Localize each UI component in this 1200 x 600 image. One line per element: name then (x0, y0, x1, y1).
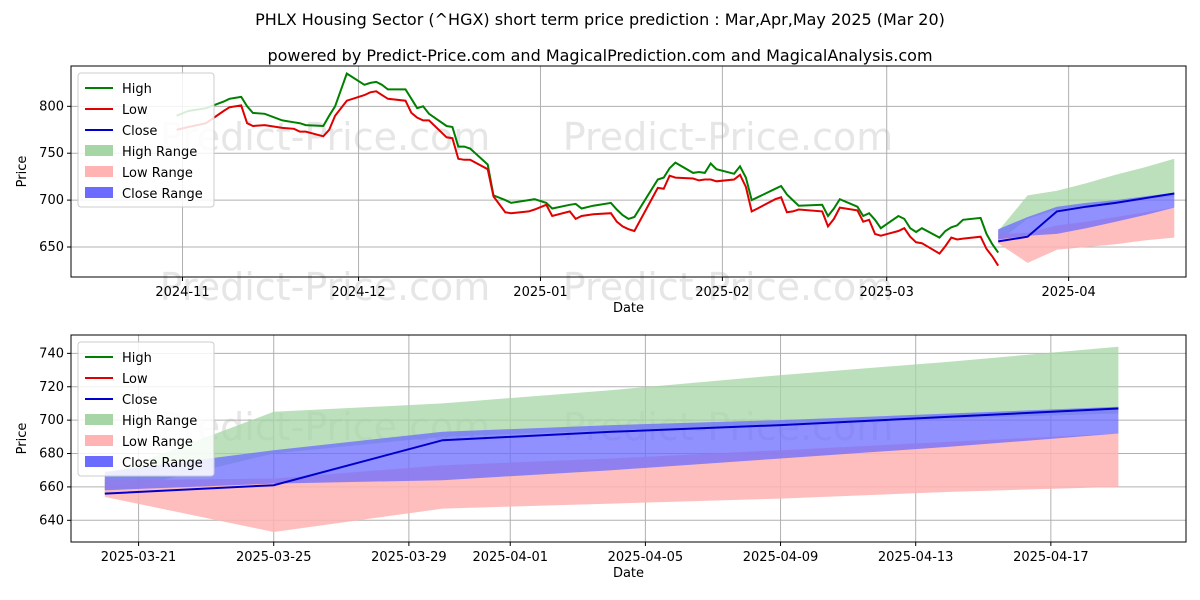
x-tick-label: 2024-11 (155, 285, 209, 300)
low-range-band (998, 207, 1175, 263)
chart-panel-1: Predict-Price.com Predict-Price.com Predic… (15, 65, 1187, 316)
x-tick-label: 2025-03 (860, 285, 914, 300)
plot-area (176, 71, 1175, 267)
close-forecast-line (998, 192, 1175, 243)
legend-label: Close Range (122, 187, 203, 202)
legend-label: High (122, 351, 152, 366)
x-tick-label: 2025-03-25 (236, 550, 312, 565)
legend-swatch-close-range (85, 456, 113, 467)
legend-label: Low Range (122, 166, 193, 181)
legend-label: Low (122, 372, 148, 387)
x-tick-label: 2025-03-21 (101, 550, 177, 565)
watermark-text: Predict-Price.com (160, 265, 491, 309)
high-range-band (998, 158, 1175, 242)
legend-swatch-low-range (85, 166, 113, 177)
low-range-band (104, 433, 1119, 532)
watermark-text: Predict-Price.com (563, 115, 894, 159)
y-tick-label: 740 (39, 346, 64, 361)
low-series-line (176, 90, 1000, 267)
x-tick-label: 2025-04-13 (878, 550, 954, 565)
y-tick-label: 720 (39, 380, 64, 395)
axes-frame (70, 334, 1187, 543)
legend-swatch-high-range (85, 145, 113, 156)
y-tick-label: 660 (39, 480, 64, 495)
chart-title: PHLX Housing Sector (^HGX) short term pr… (255, 10, 945, 29)
x-tick-label: 2024-12 (331, 285, 385, 300)
legend: High Low Close High Range Low Range Close Ran… (77, 72, 215, 208)
x-tick-label: 2025-04-05 (608, 550, 684, 565)
legend-label: Low (122, 103, 148, 118)
x-tick-label: 2025-02 (695, 285, 749, 300)
high-series-line (176, 71, 1000, 254)
legend-label: Close Range (122, 456, 203, 471)
x-tick-label: 2025-04 (1041, 285, 1095, 300)
y-axis-label: Price (15, 156, 30, 188)
legend-label: Close (122, 124, 157, 139)
legend-swatch-close-range (85, 187, 113, 198)
y-tick-label: 680 (39, 447, 64, 462)
plot-area (104, 346, 1119, 532)
legend-swatch-high-range (85, 414, 113, 425)
legend: High Low Close High Range Low Range Close Ran… (77, 341, 215, 477)
close-forecast-line (104, 407, 1119, 495)
y-tick-label: 700 (39, 193, 64, 208)
y-tick-label: 640 (39, 513, 64, 528)
x-axis-label: Date (613, 566, 644, 581)
legend-label: High (122, 82, 152, 97)
x-tick-label: 2025-03-29 (371, 550, 447, 565)
x-tick-label: 2025-04-09 (743, 550, 819, 565)
x-tick-label: 2025-04-01 (472, 550, 548, 565)
watermark-text: Predict-Price.com (563, 265, 894, 309)
close-range-band (998, 192, 1175, 240)
high-range-band (104, 346, 1119, 494)
y-axis-label: Price (15, 423, 30, 455)
y-tick-label: 650 (39, 240, 64, 255)
legend-label: Close (122, 393, 157, 408)
y-tick-label: 800 (39, 99, 64, 114)
y-tick-label: 750 (39, 146, 64, 161)
legend-label: Low Range (122, 435, 193, 450)
legend-swatch-low-range (85, 435, 113, 446)
x-tick-label: 2025-01 (513, 285, 567, 300)
y-tick-label: 700 (39, 413, 64, 428)
axes-frame (70, 65, 1187, 278)
chart-panel-2: Predict-Price.comPredict-Price.com640660… (15, 334, 1187, 581)
x-tick-label: 2025-04-17 (1013, 550, 1089, 565)
x-axis-label: Date (613, 301, 644, 316)
close-range-band (104, 406, 1119, 491)
legend-label: High Range (122, 414, 197, 429)
chart-subtitle: powered by Predict-Price.com and Magical… (267, 46, 933, 65)
legend-label: High Range (122, 145, 197, 160)
